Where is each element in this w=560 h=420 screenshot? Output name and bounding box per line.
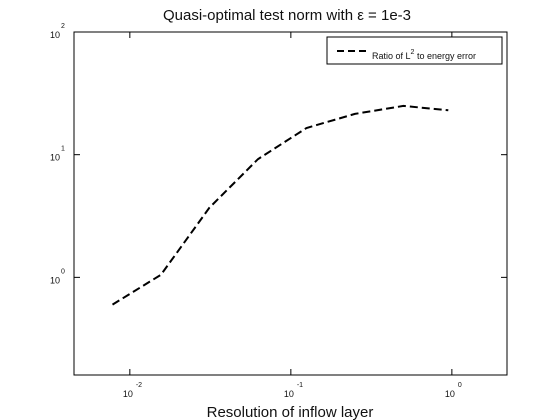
series-group: [111, 104, 449, 306]
x-tick-label: 10: [284, 389, 294, 399]
x-axis-label: Resolution of inflow layer: [207, 404, 374, 420]
chart-title: Quasi-optimal test norm with ε = 1e-3: [163, 7, 411, 24]
y-tick-label: 10: [50, 30, 60, 40]
series-line: [111, 104, 449, 306]
y-tick-exponent: 1: [61, 146, 65, 153]
legend-label: Ratio of L2 to energy error: [372, 49, 476, 61]
x-tick-label: 10: [445, 389, 455, 399]
legend: Ratio of L2 to energy error: [326, 36, 503, 65]
y-tick-label: 10: [50, 275, 60, 285]
x-tick-label: 10: [123, 389, 133, 399]
legend-label-superscript: 2: [411, 49, 415, 56]
y-tick-label: 10: [50, 153, 60, 163]
x-tick-exponent: -2: [136, 382, 142, 389]
y-tick-exponent: 2: [61, 23, 65, 30]
y-tick-exponent: 0: [61, 268, 65, 275]
legend-box: [326, 36, 503, 65]
x-tick-exponent: 0: [458, 382, 462, 389]
epsilon-symbol: ε: [357, 7, 364, 24]
plot-frame: [73, 31, 508, 376]
x-tick-exponent: -1: [297, 382, 303, 389]
